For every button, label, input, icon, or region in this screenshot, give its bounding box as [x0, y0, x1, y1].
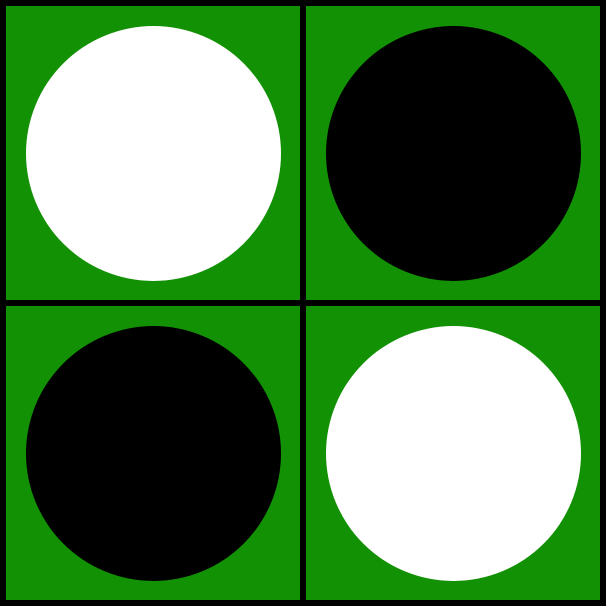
- white-piece: [26, 26, 281, 281]
- white-piece: [326, 326, 581, 581]
- board-cell-r1-c1[interactable]: [306, 306, 600, 600]
- board-cell-r0-c0[interactable]: [6, 6, 300, 300]
- board-cell-r0-c1[interactable]: [306, 6, 600, 300]
- black-piece: [326, 26, 581, 281]
- board-cell-r1-c0[interactable]: [6, 306, 300, 600]
- black-piece: [26, 326, 281, 581]
